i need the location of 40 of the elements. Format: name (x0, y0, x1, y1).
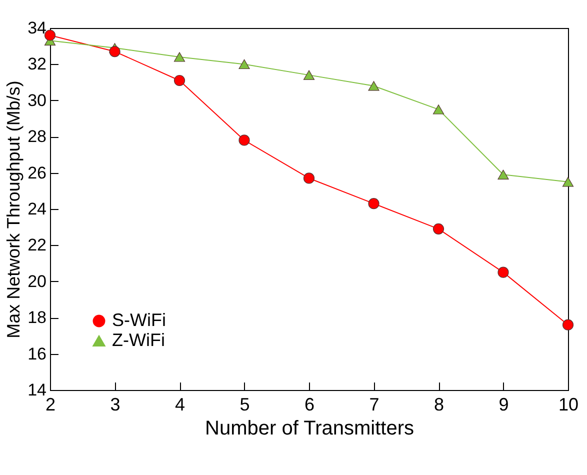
x-tick-label: 6 (304, 394, 315, 414)
point (303, 172, 315, 184)
y-tick-label: 34 (28, 18, 46, 38)
x-tick-label: 7 (369, 394, 380, 414)
point (368, 198, 380, 210)
y-tick-label: 28 (28, 127, 46, 146)
legend-label: Z-WiFi (112, 330, 165, 350)
point (174, 74, 186, 86)
y-tick-label: 16 (28, 344, 46, 364)
point (498, 266, 509, 278)
x-tick-label: 10 (558, 394, 579, 414)
point (432, 104, 444, 114)
y-tick-label: 32 (28, 54, 46, 74)
x-tick-label: 3 (110, 394, 120, 414)
point (562, 177, 574, 187)
y-tick-label: 26 (28, 163, 46, 182)
y-axis-title: Max Network Throughput (Mb/s) (4, 80, 24, 338)
y-tick-label: 18 (28, 308, 46, 328)
point (303, 70, 315, 80)
x-axis-title: Number of Transmitters (205, 418, 414, 440)
legend-label: S-WiFi (112, 310, 166, 330)
x-tick-label: 4 (174, 394, 186, 414)
point (44, 30, 56, 41)
point (562, 319, 574, 330)
point (238, 134, 250, 146)
x-tick-label: 2 (45, 394, 56, 414)
point (238, 59, 250, 70)
point (109, 46, 120, 58)
point (368, 81, 380, 91)
y-tick-label: 22 (28, 236, 46, 255)
y-tick-label: 24 (28, 200, 46, 218)
y-tick-label: 14 (28, 380, 46, 400)
y-tick-label: 20 (28, 272, 46, 291)
y-tick-label: 30 (28, 90, 46, 110)
x-tick-label: 9 (498, 394, 509, 414)
point (498, 170, 509, 180)
point (174, 52, 186, 62)
x-tick-label: 8 (434, 394, 444, 414)
point (432, 223, 444, 234)
x-tick-label: 5 (240, 394, 250, 414)
